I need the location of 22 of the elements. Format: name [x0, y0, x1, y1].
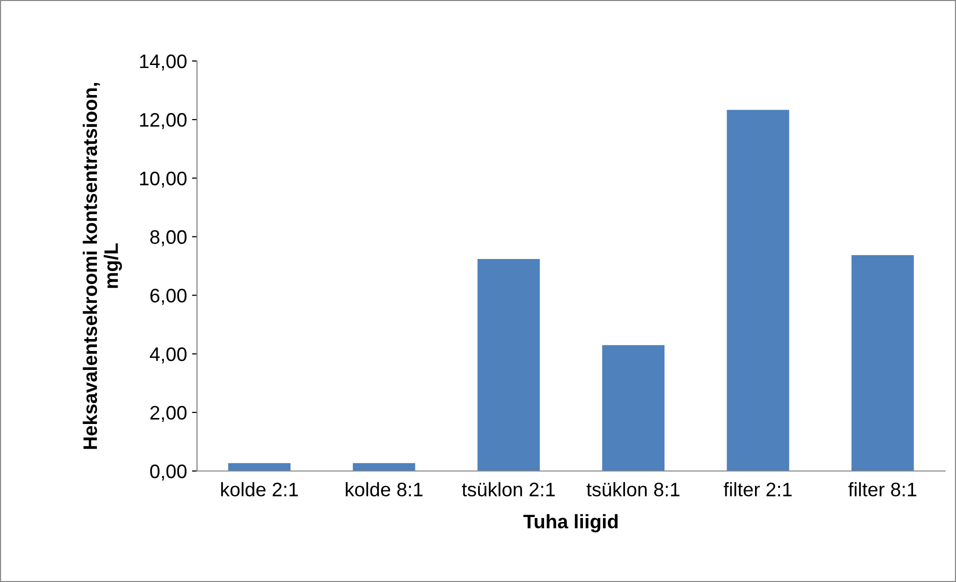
y-tick-label: 4,00: [150, 347, 187, 364]
bar: [228, 463, 290, 471]
bar: [726, 110, 790, 471]
x-tick-label: filter 2:1: [724, 482, 792, 496]
y-tick-label: 2,00: [150, 406, 187, 422]
x-axis-title: Tuha liigid: [523, 514, 618, 532]
x-tick-label: tsüklon 2:1: [462, 482, 555, 496]
bar: [478, 258, 540, 471]
bar: [602, 345, 664, 471]
x-tick-label: kolde 8:1: [346, 482, 423, 496]
y-tick-label: 0,00: [150, 464, 187, 481]
y-tick-label: 14,00: [140, 54, 187, 71]
x-tick-label: kolde 2:1: [221, 482, 298, 496]
bar: [852, 255, 914, 471]
y-tick-label: 10,00: [140, 172, 187, 188]
bar: [352, 463, 416, 471]
y-tick-label: 12,00: [140, 113, 187, 130]
y-tick-label: 8,00: [150, 230, 187, 246]
x-tick-label: tsüklon 8:1: [586, 482, 680, 496]
y-axis-title: Heksavalentsekroomi kontsentratsioon, mg/L: [82, 83, 122, 449]
x-tick-label: filter 8:1: [848, 482, 916, 496]
y-tick-label: 6,00: [150, 288, 187, 305]
